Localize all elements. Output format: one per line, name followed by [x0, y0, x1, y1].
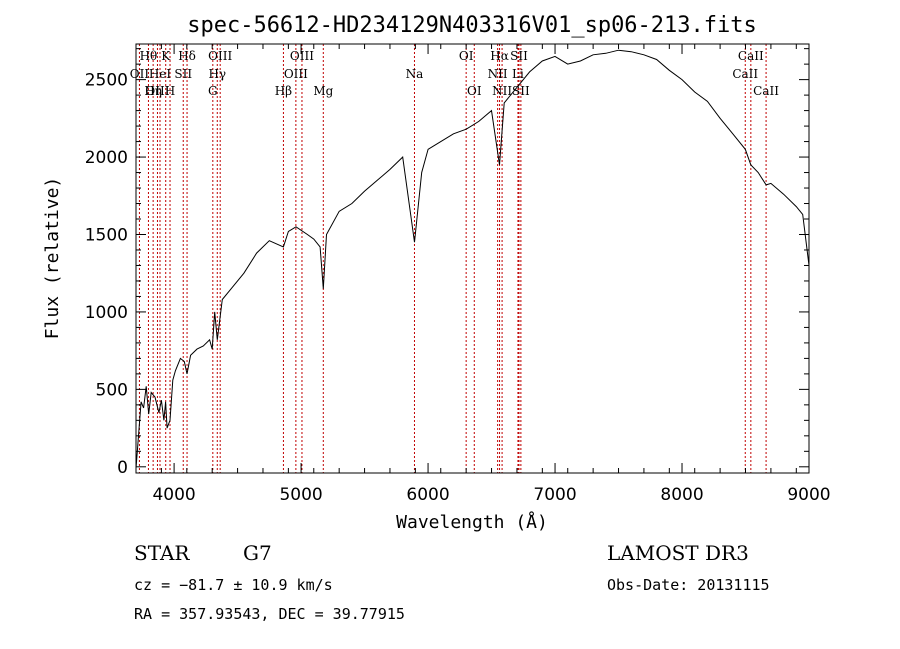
- marker-label-oiii: OIII: [145, 84, 169, 98]
- marker-label-caii: CaII: [753, 84, 779, 98]
- marker-label-na: Na: [406, 67, 424, 81]
- x-axis-ticks: 4000 5000 6000 7000 8000 9000: [135, 44, 831, 505]
- marker-label-sii: SII: [512, 84, 530, 98]
- marker-label-oiii: OIII: [208, 49, 232, 63]
- line-markers: [138, 44, 767, 473]
- marker-label-hδ: Hδ: [178, 49, 196, 63]
- observation-date: Obs-Date: 20131115: [607, 576, 770, 594]
- redshift-cz: cz = −81.7 ± 10.9 km/s: [134, 576, 333, 594]
- marker-label-hα: Hα: [490, 49, 509, 63]
- marker-label-oi: OI: [467, 84, 482, 98]
- x-tick-label: 7000: [533, 485, 576, 505]
- spectrum-line: [135, 49, 810, 469]
- chart-title: spec-56612-HD234129N403316V01_sp06-213.f…: [187, 13, 757, 38]
- marker-label-sii: SII: [174, 67, 192, 81]
- y-tick-label: 500: [96, 380, 128, 400]
- y-axis-ticks: 0 500 1000 1500 2000 2500: [85, 48, 809, 478]
- x-tick-label: 4000: [152, 485, 195, 505]
- x-tick-label: 9000: [787, 485, 830, 505]
- ra-dec: RA = 357.93543, DEC = 39.77915: [134, 605, 405, 623]
- marker-label-nii: NII: [492, 84, 512, 98]
- y-tick-label: 0: [117, 458, 128, 478]
- marker-label-oiii: OIII: [290, 49, 314, 63]
- line-marker-labels: Hθ OII OIII K HeI Hη H Hδ SII OIII Hγ G OIII OIII Hβ Mg…: [130, 49, 779, 98]
- marker-label-nii: NII: [488, 67, 508, 81]
- marker-label-li: Li: [512, 67, 524, 81]
- object-class: STAR: [134, 541, 190, 565]
- y-tick-label: 1000: [85, 303, 128, 323]
- marker-label-g: G: [208, 84, 218, 98]
- marker-label-hθ: Hθ: [140, 49, 158, 63]
- survey-name: LAMOST DR3: [607, 541, 749, 565]
- y-tick-label: 1500: [85, 225, 128, 245]
- marker-label-h: H: [165, 84, 175, 98]
- marker-label-hei: HeI: [149, 67, 172, 81]
- y-tick-label: 2000: [85, 148, 128, 168]
- marker-label-hγ: Hγ: [208, 67, 226, 81]
- info-block: STAR G7 cz = −81.7 ± 10.9 km/s RA = 357.…: [134, 541, 770, 623]
- marker-label-oiii: OIII: [284, 67, 308, 81]
- x-axis-label: Wavelength (Å): [396, 511, 548, 533]
- marker-label-caii: CaII: [732, 67, 758, 81]
- marker-label-oii: OII: [130, 67, 150, 81]
- marker-label-hη: Hη: [144, 84, 162, 98]
- marker-label-oi: OI: [459, 49, 474, 63]
- x-tick-label: 5000: [279, 485, 322, 505]
- y-tick-label: 2500: [85, 71, 128, 91]
- x-tick-label: 8000: [660, 485, 703, 505]
- marker-label-caii: CaII: [738, 49, 764, 63]
- marker-label-mg: Mg: [313, 84, 333, 98]
- marker-label-sii: SII: [510, 49, 528, 63]
- plot-frame: [135, 43, 810, 474]
- marker-label-k: K: [161, 49, 171, 63]
- y-axis-label: Flux (relative): [42, 177, 63, 340]
- marker-label-hβ: Hβ: [275, 84, 292, 98]
- object-subclass: G7: [243, 541, 272, 565]
- x-tick-label: 6000: [406, 485, 449, 505]
